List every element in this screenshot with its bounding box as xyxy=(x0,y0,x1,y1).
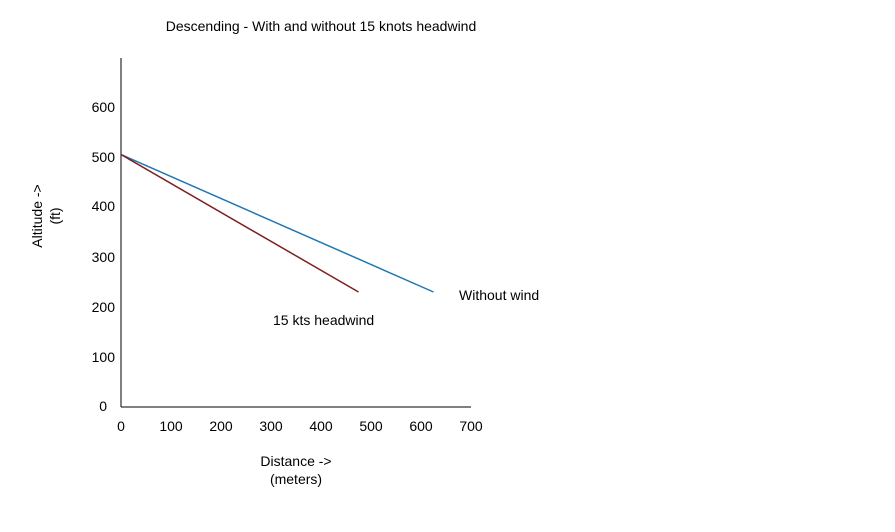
y-axis-label: Altitude -> (ft) xyxy=(29,184,63,247)
x-tick-label: 700 xyxy=(459,418,483,434)
y-tick-label: 300 xyxy=(92,249,116,265)
x-tick-label: 300 xyxy=(259,418,283,434)
series-label-headwind: 15 kts headwind xyxy=(273,312,374,328)
x-tick-label: 0 xyxy=(117,418,125,434)
x-tick-label: 500 xyxy=(359,418,383,434)
series-line-headwind xyxy=(120,153,359,293)
series-label-without-wind: Without wind xyxy=(459,287,539,303)
y-tick-label: 600 xyxy=(92,99,116,115)
y-tick-labels: 0 100 200 300 400 500 600 xyxy=(92,99,116,414)
y-axis-label-line-1: Altitude -> xyxy=(29,184,45,247)
x-tick-label: 100 xyxy=(159,418,183,434)
series-layer xyxy=(120,153,434,293)
x-tick-label: 600 xyxy=(409,418,433,434)
y-tick-label: 100 xyxy=(92,349,116,365)
chart-title: Descending - With and without 15 knots h… xyxy=(166,18,477,34)
y-tick-label: 500 xyxy=(92,149,116,165)
x-axis-label-line-1: Distance -> xyxy=(260,453,331,469)
x-tick-label: 200 xyxy=(209,418,233,434)
x-tick-label: 400 xyxy=(309,418,333,434)
x-axis-label-line-2: (meters) xyxy=(270,471,322,487)
y-tick-label: 400 xyxy=(92,198,116,214)
y-axis-label-line-2: (ft) xyxy=(47,207,63,224)
series-line-without-wind xyxy=(120,153,434,293)
x-tick-labels: 0 100 200 300 400 500 600 700 xyxy=(117,418,483,434)
y-tick-label: 200 xyxy=(92,299,116,315)
y-tick-label: 0 xyxy=(99,398,107,414)
